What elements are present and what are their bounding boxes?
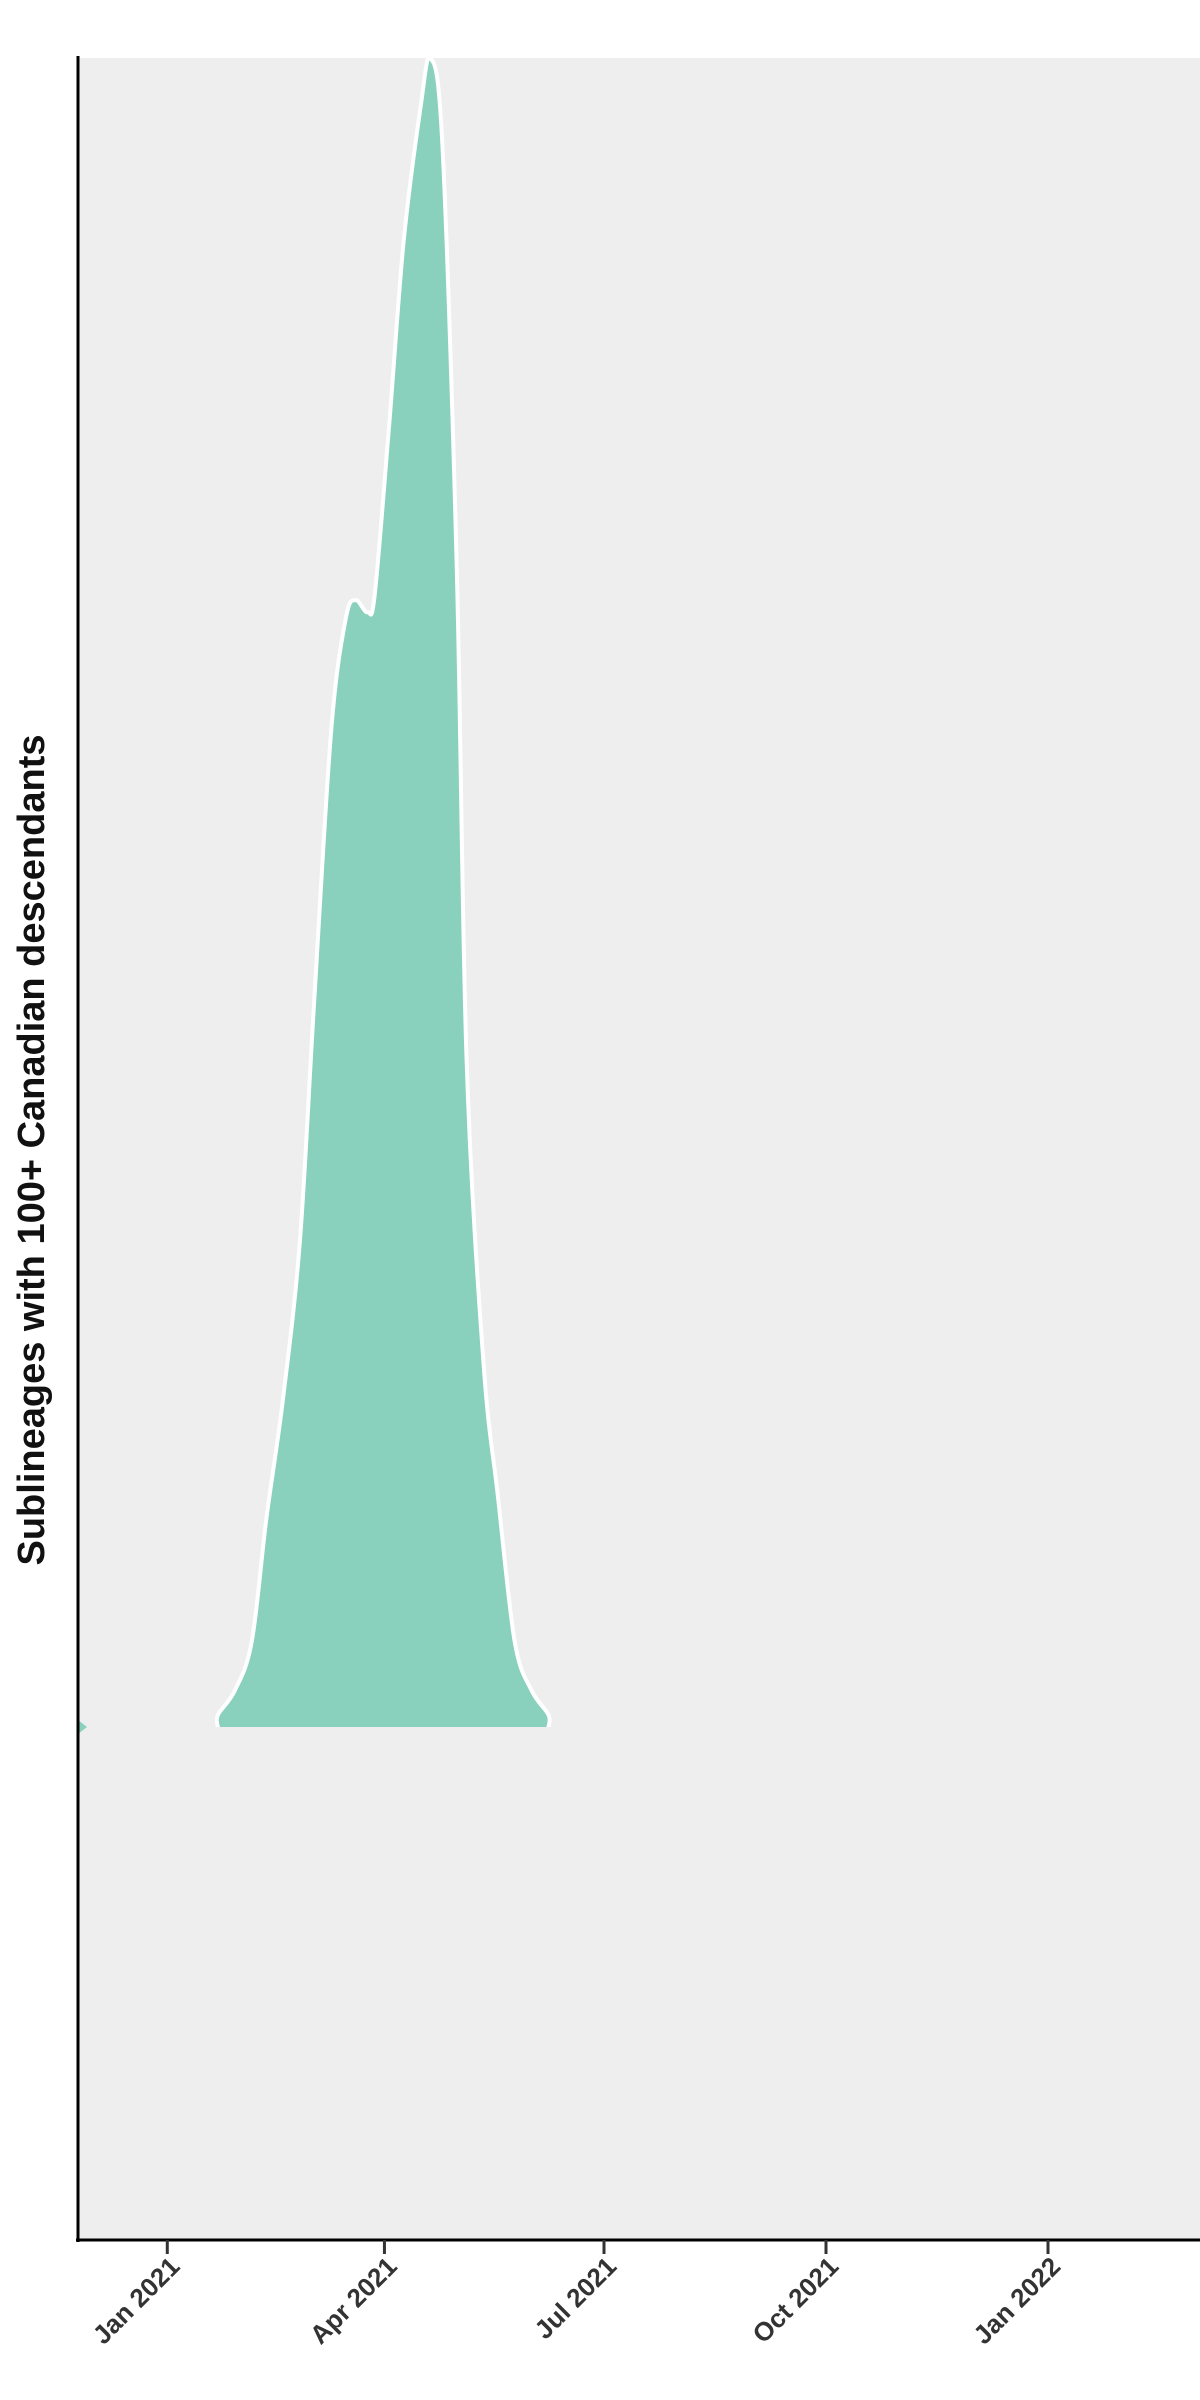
x-tick-label: Oct 2021 [746,2251,844,2349]
plot-panel [78,58,1200,2240]
y-axis-label: Sublineages with 100+ Canadian descendan… [11,735,53,1566]
density-area-0 [216,57,550,1728]
x-tick-label: Jan 2022 [967,2251,1066,2350]
x-tick-label: Jul 2021 [528,2251,622,2345]
x-axis-ticks: Jan 2021 Apr 2021 Jul 2021 Oct 2021 Jan 2022 [87,2240,1066,2350]
x-tick-label: Jan 2021 [87,2251,186,2350]
x-tick-label: Apr 2021 [304,2251,403,2350]
density-outline-0 [214,55,552,1728]
outlier-mark-0 [78,1720,87,1734]
data-layer [78,55,552,1734]
